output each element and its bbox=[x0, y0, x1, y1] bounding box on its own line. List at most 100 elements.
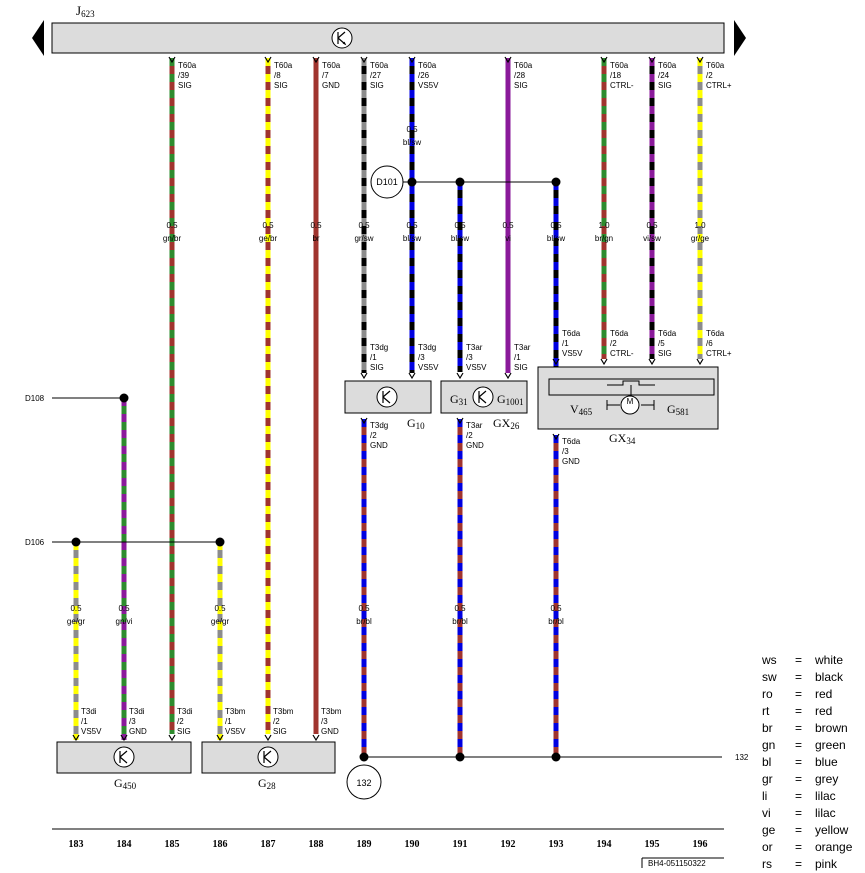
extra-wire-label-1-color: bl/sw bbox=[547, 234, 565, 243]
column-number-183: 183 bbox=[69, 839, 84, 850]
pin-arrow-bottom-5 bbox=[312, 734, 320, 742]
top-pin-2-pin: /7 bbox=[322, 71, 329, 80]
gnd-pin-0-pin: /2 bbox=[370, 431, 377, 440]
bottom-pin-0-conn: T3di bbox=[81, 707, 97, 716]
mid-pin-6-pin: /5 bbox=[658, 339, 665, 348]
legend-abbr-6: bl bbox=[762, 755, 771, 769]
mid-pin-5-conn: T6da bbox=[610, 329, 629, 338]
legend-name-0: white bbox=[814, 653, 843, 667]
legend-abbr-2: ro bbox=[762, 687, 773, 701]
pin-arrow-top-8 bbox=[696, 56, 704, 64]
pin-arrow-bottom-2 bbox=[168, 734, 176, 742]
left-wire-label-1-size: 0.5 bbox=[118, 604, 130, 613]
motor-icon bbox=[620, 395, 640, 415]
pin-arrow-mid-4 bbox=[552, 358, 560, 366]
legend-abbr-9: vi bbox=[762, 806, 771, 820]
top-pin-0-pin: /39 bbox=[178, 71, 190, 80]
pin-arrow-mid-2 bbox=[456, 372, 464, 380]
top-wire-label-4-color: bl/sw bbox=[403, 234, 421, 243]
mid-pin-1-sig: VS5V bbox=[418, 363, 439, 372]
module-j623-bar bbox=[51, 22, 725, 54]
mid-pin-5-sig: CTRL- bbox=[610, 349, 634, 358]
pin-arrow-top-1 bbox=[264, 56, 272, 64]
legend-eq-11: = bbox=[795, 840, 802, 854]
legend-eq-5: = bbox=[795, 738, 802, 752]
legend-eq-7: = bbox=[795, 772, 802, 786]
pin-arrow-top-3 bbox=[360, 56, 368, 64]
top-wire-label-6-color: br/gn bbox=[595, 234, 613, 243]
column-number-193: 193 bbox=[549, 839, 564, 850]
g28-transistor-icon bbox=[257, 746, 279, 768]
bottom-pin-3-sig: VS5V bbox=[225, 727, 246, 736]
legend-eq-3: = bbox=[795, 704, 802, 718]
mid-pin-6-sig: SIG bbox=[658, 349, 672, 358]
bottom-pin-2-conn: T3di bbox=[177, 707, 193, 716]
top-wire-label-0-size: 0.5 bbox=[166, 221, 178, 230]
legend-abbr-11: or bbox=[762, 840, 773, 854]
pin-arrow-mid-3 bbox=[504, 372, 512, 380]
splice-d108-label: D108 bbox=[25, 394, 45, 403]
top-wire-label-2-color: br bbox=[312, 234, 319, 243]
top-wire-label-5-size: 0.5 bbox=[502, 221, 514, 230]
module-j623-transistor-icon bbox=[331, 27, 353, 49]
bottom-pin-1-conn: T3di bbox=[129, 707, 145, 716]
column-number-188: 188 bbox=[309, 839, 324, 850]
legend-name-3: red bbox=[815, 704, 832, 718]
extra-wire-label-1-size: 0.5 bbox=[550, 221, 562, 230]
gnd-pin-0-sig: GND bbox=[370, 441, 388, 450]
top-wire-label-3-color: gr/sw bbox=[354, 234, 373, 243]
legend-eq-2: = bbox=[795, 687, 802, 701]
column-number-191: 191 bbox=[453, 839, 468, 850]
nav-right-arrow-icon[interactable] bbox=[734, 20, 746, 56]
mid-pin-7-sig: CTRL+ bbox=[706, 349, 732, 358]
left-wire-label-2-size: 0.5 bbox=[214, 604, 226, 613]
ground-point-label: 132 bbox=[356, 778, 371, 788]
g450-label: G450 bbox=[114, 776, 137, 791]
gnd-pin-2-conn: T6da bbox=[562, 437, 581, 446]
pin-arrow-bottom-0 bbox=[72, 734, 80, 742]
nav-left-arrow-icon[interactable] bbox=[32, 20, 44, 56]
legend-eq-10: = bbox=[795, 823, 802, 837]
pin-arrow-top-6 bbox=[600, 56, 608, 64]
top-wire-label-7-size: 0.5 bbox=[646, 221, 658, 230]
pin-arrow-bottom-4 bbox=[264, 734, 272, 742]
column-numbers: 183 184 185 186 187 188 189 190 191 192 193 194 195 1… bbox=[69, 839, 708, 850]
legend-abbr-10: ge bbox=[762, 823, 776, 837]
mid-pin-1-conn: T3dg bbox=[418, 343, 436, 352]
mid-pin-6-conn: T6da bbox=[658, 329, 677, 338]
legend-abbr-1: sw bbox=[762, 670, 777, 684]
top-pin-4-conn: T60a bbox=[418, 61, 437, 70]
top-wire-label-4-size: 0.5 bbox=[406, 221, 418, 230]
pin-arrow-gnd-0 bbox=[360, 417, 368, 425]
pin-arrow-mid-1 bbox=[408, 372, 416, 380]
bottom-pin-5-sig: GND bbox=[321, 727, 339, 736]
gnd-pin-1-sig: GND bbox=[466, 441, 484, 450]
lower-wire-label-2-size: 0.5 bbox=[550, 604, 562, 613]
legend-abbr-5: gn bbox=[762, 738, 775, 752]
top-wire-label-3-size: 0.5 bbox=[358, 221, 370, 230]
top-wire-label-0-color: gn/br bbox=[163, 234, 182, 243]
gnd-pin-0-conn: T3dg bbox=[370, 421, 388, 430]
top-pin-7-sig: SIG bbox=[658, 81, 672, 90]
pin-arrow-gnd-1 bbox=[456, 417, 464, 425]
legend-eq-0: = bbox=[795, 653, 802, 667]
column-number-196: 196 bbox=[693, 839, 708, 850]
g10-label: G10 bbox=[407, 416, 425, 431]
bottom-pin-0-pin: /1 bbox=[81, 717, 88, 726]
splice-d101-circle bbox=[370, 165, 404, 199]
top-wire-label-1-color: ge/br bbox=[259, 234, 278, 243]
gx26-transistor-icon bbox=[472, 386, 494, 408]
top-pin-1-sig: SIG bbox=[274, 81, 288, 90]
top-pin-3-conn: T60a bbox=[370, 61, 389, 70]
legend-name-6: blue bbox=[815, 755, 838, 769]
mid-pin-1-pin: /3 bbox=[418, 353, 425, 362]
legend-name-7: grey bbox=[815, 772, 838, 786]
top-pin-7-conn: T60a bbox=[658, 61, 677, 70]
upper-wire-label-size: 0.5 bbox=[406, 125, 418, 134]
top-pin-4-pin: /26 bbox=[418, 71, 430, 80]
column-number-194: 194 bbox=[597, 839, 612, 850]
top-wire-label-7-color: vi/sw bbox=[643, 234, 661, 243]
column-number-185: 185 bbox=[165, 839, 180, 850]
pin-arrow-gnd-2 bbox=[552, 433, 560, 441]
